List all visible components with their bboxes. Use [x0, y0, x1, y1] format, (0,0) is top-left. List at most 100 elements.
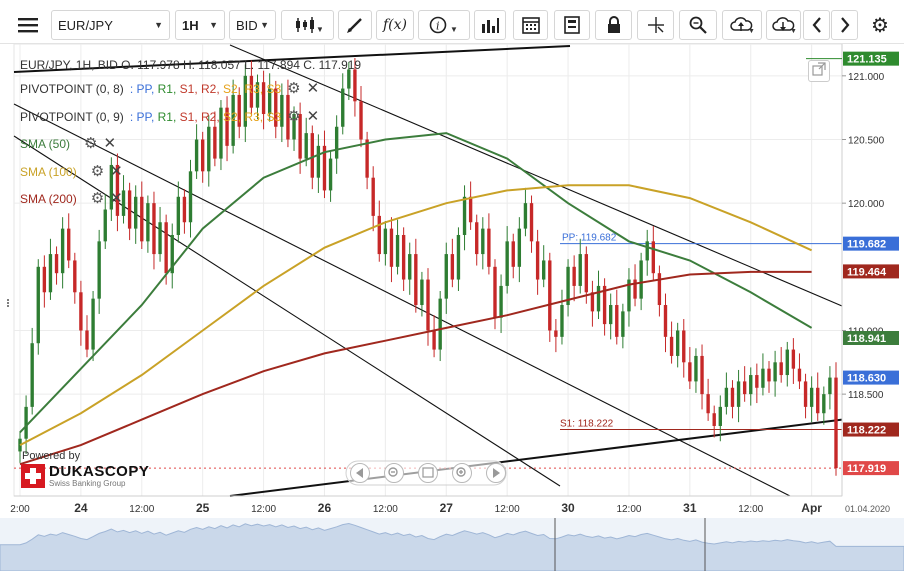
- interval-label: 1H: [182, 17, 199, 33]
- arrow-left-icon: [812, 17, 822, 33]
- candle-body: [152, 203, 156, 255]
- candle-body: [773, 362, 777, 382]
- price-tag: [843, 236, 899, 251]
- candle-body: [505, 241, 509, 286]
- candle-body: [261, 82, 266, 115]
- navigator-area: [0, 522, 904, 571]
- candle-body: [426, 279, 430, 331]
- sma-line: [19, 270, 812, 466]
- chevron-down-icon: ▼: [260, 20, 269, 30]
- legend-sma-50: SMA (50) ⚙ ✕: [20, 135, 117, 152]
- candle-body: [712, 413, 716, 426]
- candle-body: [462, 196, 467, 235]
- x-tick-label: Apr: [801, 501, 822, 515]
- upload-button[interactable]: ▼: [722, 10, 762, 40]
- candle-body: [724, 387, 729, 407]
- candles-icon: ▼: [294, 16, 322, 34]
- candle-body: [395, 234, 400, 267]
- close-icon[interactable]: ✕: [110, 163, 123, 180]
- fx-button[interactable]: f(x): [376, 10, 414, 40]
- candle-body: [42, 266, 47, 293]
- candle-body: [243, 75, 248, 127]
- calendar-button[interactable]: [513, 10, 548, 40]
- candle-body: [761, 368, 765, 388]
- legend-r1: R1,: [157, 82, 177, 96]
- arrow-right-button[interactable]: [831, 10, 858, 40]
- close-icon[interactable]: ✕: [306, 108, 320, 125]
- candle-body: [30, 343, 34, 407]
- download-button[interactable]: ▼: [766, 10, 801, 40]
- y-tick-label: 118.500: [848, 390, 884, 401]
- candle-body: [280, 94, 284, 127]
- candle-body: [493, 266, 497, 318]
- candle-body: [639, 260, 643, 299]
- arrow-right-icon: [840, 17, 850, 33]
- candle-body: [651, 241, 656, 274]
- svg-text:▼: ▼: [450, 25, 458, 34]
- candle-body: [249, 75, 254, 108]
- bars-button[interactable]: [474, 10, 506, 40]
- symbol-select[interactable]: EUR/JPY ▼: [51, 10, 170, 40]
- candle-body: [742, 381, 747, 395]
- candle-body: [146, 203, 150, 242]
- crosshair-button[interactable]: [637, 10, 674, 40]
- calculator-button[interactable]: [554, 10, 590, 40]
- candle-body: [797, 368, 802, 382]
- zoom-in-icon[interactable]: [452, 463, 472, 483]
- candle-body: [182, 196, 187, 223]
- gear-icon[interactable]: ⚙: [287, 108, 301, 125]
- candle-body: [237, 94, 241, 127]
- candles-button[interactable]: ▼: [281, 10, 334, 40]
- close-icon[interactable]: ✕: [306, 80, 320, 97]
- price-tag-label: 119.682: [847, 239, 886, 251]
- svg-text:▼: ▼: [316, 25, 322, 34]
- info-button[interactable]: i ▼: [418, 10, 470, 40]
- price-tag: [843, 51, 899, 66]
- legend-s1: S1,: [179, 82, 198, 96]
- x-tick-label: 27: [440, 501, 454, 515]
- candle-body: [255, 82, 260, 108]
- price-tag: [843, 370, 899, 385]
- candle-body: [657, 273, 662, 306]
- svg-text:▼: ▼: [790, 28, 796, 34]
- splitter-dot: [7, 305, 9, 307]
- price-tag: [843, 422, 899, 437]
- gear-icon[interactable]: ⚙: [90, 163, 105, 180]
- legend-pivot-1: PIVOTPOINT (0, 8) : PP, R1, S1, R2, S2, …: [20, 80, 320, 97]
- candle-body: [529, 203, 534, 242]
- candle-body: [328, 158, 333, 191]
- arrow-left-button[interactable]: [803, 10, 830, 40]
- price-side-select[interactable]: BID ▼: [229, 10, 276, 40]
- interval-select[interactable]: 1H ▼: [175, 10, 225, 40]
- pivot-label: PP: 119.682: [562, 233, 617, 244]
- fit-icon[interactable]: [418, 463, 438, 483]
- close-icon[interactable]: ✕: [103, 135, 117, 152]
- info-icon: i ▼: [429, 16, 459, 34]
- candle-body: [718, 406, 722, 426]
- menu-icon[interactable]: [10, 10, 46, 40]
- candle-body: [347, 69, 351, 89]
- settings-button[interactable]: ⚙: [866, 10, 894, 40]
- price-tag-label: 118.222: [847, 425, 886, 437]
- trendline: [13, 103, 791, 497]
- price-chart[interactable]: PP: 119.682 S1: 118.222 121.000 120.500 120.…: [0, 44, 904, 571]
- gear-icon[interactable]: ⚙: [90, 190, 105, 207]
- candle-body: [85, 330, 89, 350]
- zoom-button[interactable]: [679, 10, 717, 40]
- gear-icon[interactable]: ⚙: [287, 80, 301, 97]
- zoom-out-icon[interactable]: [384, 463, 404, 483]
- svg-text:▼: ▼: [748, 28, 754, 34]
- lock-button[interactable]: [595, 10, 632, 40]
- candle-body: [663, 305, 668, 337]
- x-tick-label: 31: [683, 501, 697, 515]
- gear-icon[interactable]: ⚙: [84, 135, 98, 152]
- y-tick-label: 120.000: [848, 199, 885, 210]
- candle-body: [60, 228, 65, 274]
- candle-body: [188, 171, 193, 223]
- candle-body: [682, 330, 686, 363]
- popout-button[interactable]: [808, 60, 830, 82]
- draw-button[interactable]: [338, 10, 372, 40]
- candle-body: [523, 203, 528, 229]
- x-tick-label: 12:00: [495, 504, 520, 515]
- close-icon[interactable]: ✕: [110, 190, 123, 207]
